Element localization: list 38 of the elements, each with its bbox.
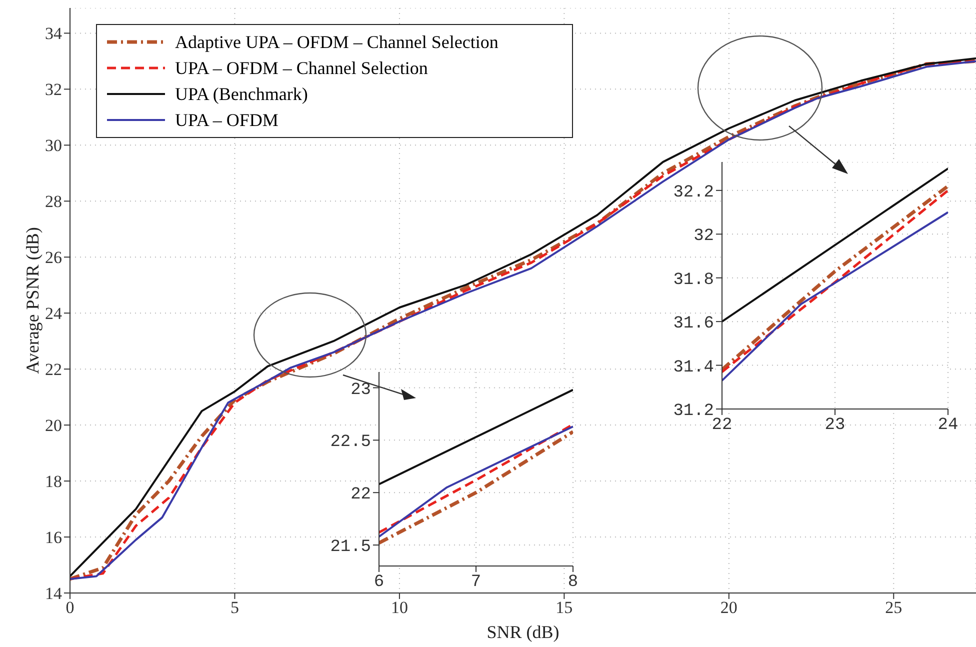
y-tick-label: 31.2 xyxy=(673,402,714,422)
y-tick-label: 32.2 xyxy=(673,183,714,202)
y-tick-label: 14 xyxy=(45,584,62,604)
x-tick-label: 20 xyxy=(720,598,738,618)
y-tick-label: 30 xyxy=(45,136,62,156)
y-axis-title: Average PSNR (dB) xyxy=(22,227,42,374)
y-tick-label: 22 xyxy=(350,486,371,505)
x-tick-label: 24 xyxy=(938,416,958,436)
legend-label: Adaptive UPA – OFDM – Channel Selection xyxy=(175,32,498,52)
y-tick-label: 21.5 xyxy=(330,538,371,558)
y-tick-label: 34 xyxy=(45,24,62,44)
y-tick-label: 16 xyxy=(45,528,62,548)
y-tick-label: 22 xyxy=(45,360,62,380)
y-tick-label: 31.4 xyxy=(673,358,714,378)
x-tick-label: 23 xyxy=(824,416,846,436)
x-axis-title: SNR (dB) xyxy=(486,622,560,642)
x-tick-label: 22 xyxy=(712,416,732,436)
x-tick-label: 10 xyxy=(390,598,408,618)
y-tick-label: 32 xyxy=(45,80,62,100)
y-tick-label: 28 xyxy=(45,192,62,212)
y-tick-label: 31.8 xyxy=(673,270,714,290)
x-tick-label: 0 xyxy=(66,598,74,618)
y-tick-label: 23 xyxy=(350,380,371,400)
x-tick-label: 6 xyxy=(374,573,384,592)
y-tick-label: 18 xyxy=(45,472,62,492)
y-tick-label: 32 xyxy=(694,227,714,246)
y-tick-label: 24 xyxy=(45,304,62,324)
y-tick-label: 22.5 xyxy=(330,433,371,452)
x-tick-label: 5 xyxy=(230,598,239,618)
legend-label: UPA – OFDM xyxy=(175,110,278,130)
x-tick-label: 25 xyxy=(885,598,902,618)
y-tick-label: 31.6 xyxy=(673,314,714,334)
x-tick-label: 15 xyxy=(556,598,573,618)
x-tick-label: 7 xyxy=(470,573,482,592)
legend-label: UPA (Benchmark) xyxy=(175,84,308,104)
y-tick-label: 26 xyxy=(45,248,62,268)
legend-label: UPA – OFDM – Channel Selection xyxy=(175,58,428,78)
x-tick-label: 8 xyxy=(568,573,578,592)
